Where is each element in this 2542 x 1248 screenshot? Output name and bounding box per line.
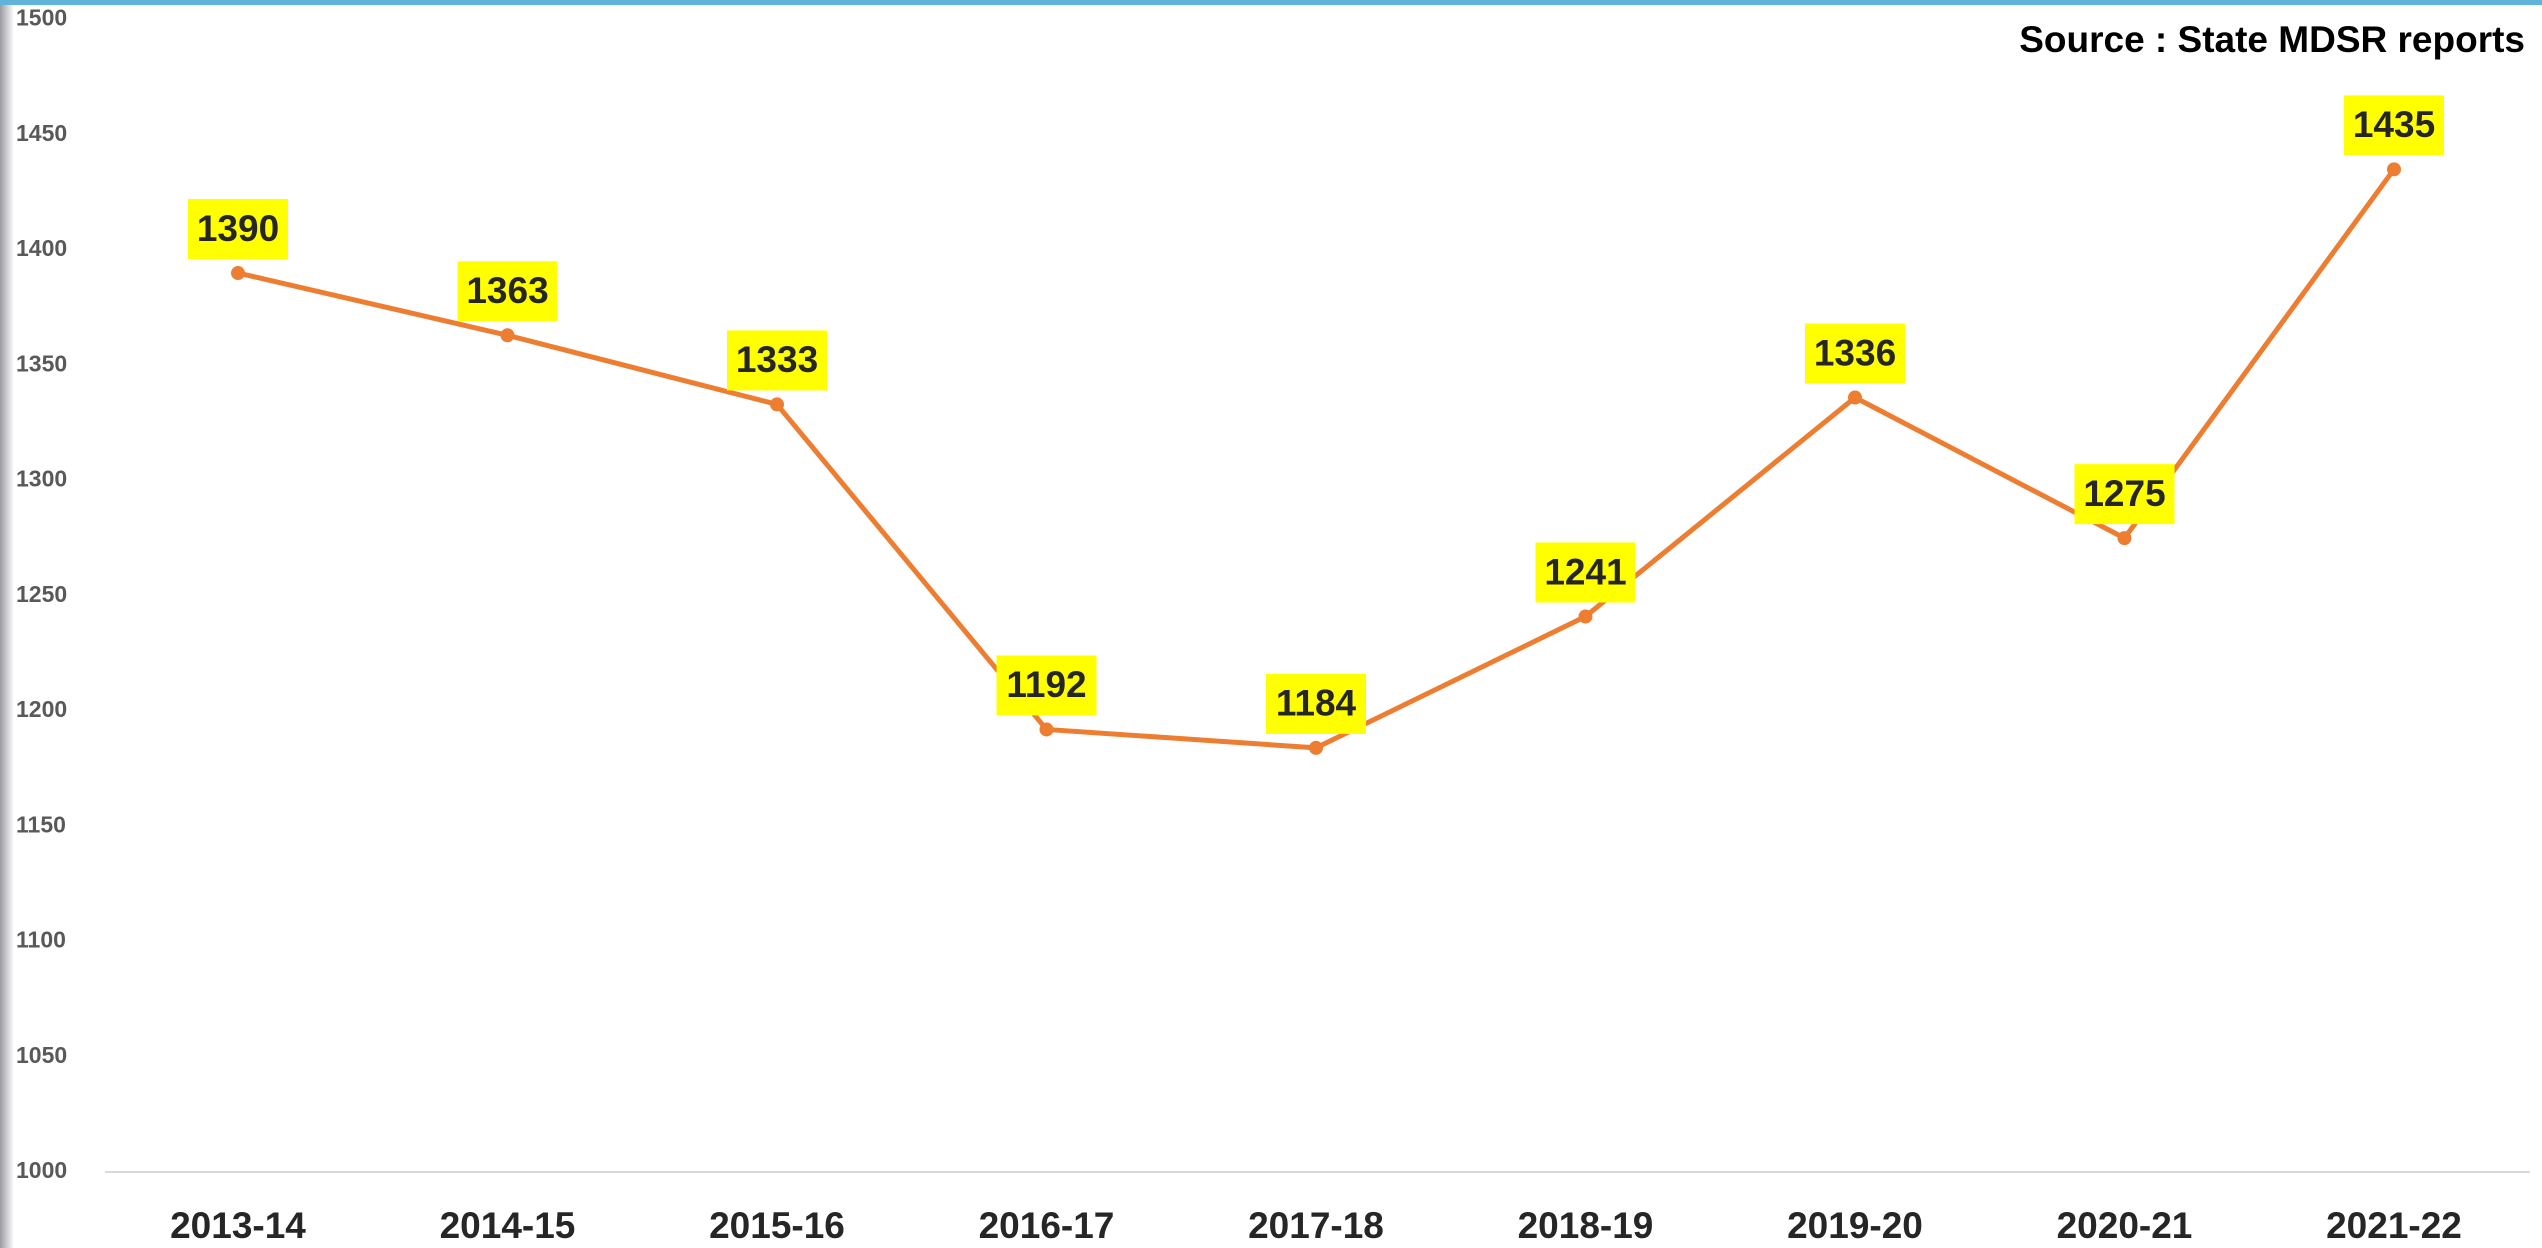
data-label: 1363: [466, 270, 548, 311]
data-label-box: [1535, 542, 1636, 603]
data-label: 1184: [1276, 683, 1357, 724]
data-label-box: [1805, 323, 1905, 384]
y-tick-label: 1350: [16, 350, 67, 376]
y-tick-label: 1150: [16, 811, 66, 837]
y-tick-label: 1450: [16, 120, 67, 146]
x-tick-label: 2018-19: [1518, 1205, 1654, 1246]
point: [1578, 609, 1593, 624]
left-edge: [0, 0, 14, 1248]
x-tick-label: 2020-21: [2057, 1205, 2193, 1246]
data-label: 1192: [1006, 664, 1086, 705]
x-tick-label: 2021-22: [2326, 1205, 2462, 1246]
data-label-box: [727, 330, 827, 391]
top-edge: [0, 0, 2542, 5]
data-label-box: [2344, 95, 2444, 156]
point: [1309, 740, 1323, 755]
point: [2117, 531, 2132, 546]
data-label-box: [996, 655, 1097, 716]
y-tick-label: 1400: [16, 235, 67, 261]
x-tick-label: 2017-18: [1248, 1205, 1384, 1246]
data-label: 1333: [736, 339, 818, 380]
y-tick-label: 1500: [16, 5, 67, 31]
y-tick-label: 1050: [16, 1042, 67, 1068]
y-tick-label: 1000: [16, 1157, 67, 1183]
data-label-box: [1266, 673, 1366, 734]
point: [1039, 722, 1054, 737]
data-label-box: [188, 199, 288, 260]
point: [2387, 162, 2401, 177]
data-label: 1275: [2083, 473, 2165, 514]
x-tick-label: 2013-14: [170, 1205, 306, 1246]
y-tick-label: 1300: [16, 466, 67, 492]
data-label-box: [2074, 464, 2175, 525]
point: [1848, 390, 1862, 405]
y-tick-label: 1200: [16, 696, 67, 722]
y-tick-label: 1250: [16, 581, 67, 607]
x-tick-label: 2019-20: [1787, 1205, 1923, 1246]
point: [231, 266, 245, 281]
data-label: 1336: [1814, 332, 1896, 373]
point: [770, 397, 784, 412]
source-note: Source : State MDSR reports: [2019, 19, 2525, 60]
point: [500, 328, 515, 343]
data-label: 1435: [2353, 104, 2435, 145]
y-tick-label: 1100: [16, 927, 66, 953]
x-tick-label: 2015-16: [709, 1205, 845, 1246]
data-label: 1390: [197, 208, 279, 249]
data-label-box: [457, 261, 558, 322]
x-tick-label: 2014-15: [440, 1205, 576, 1246]
data-label: 1241: [1544, 551, 1626, 592]
x-tick-label: 2016-17: [979, 1205, 1115, 1246]
